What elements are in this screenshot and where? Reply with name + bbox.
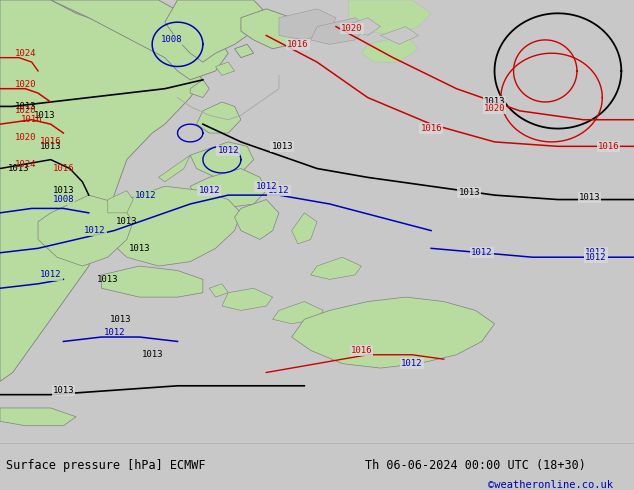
Polygon shape bbox=[108, 191, 133, 213]
Polygon shape bbox=[292, 213, 317, 244]
Text: 1008: 1008 bbox=[160, 35, 182, 45]
Text: 1020: 1020 bbox=[15, 106, 36, 115]
Text: 1012: 1012 bbox=[585, 253, 607, 262]
Text: 1013: 1013 bbox=[484, 98, 505, 106]
Text: 1020: 1020 bbox=[15, 133, 36, 142]
Text: 1012: 1012 bbox=[471, 248, 493, 257]
Polygon shape bbox=[0, 408, 76, 426]
Text: 1016: 1016 bbox=[420, 124, 442, 133]
Text: 1012: 1012 bbox=[84, 226, 106, 235]
Polygon shape bbox=[197, 102, 241, 133]
Polygon shape bbox=[216, 62, 235, 75]
Text: 1012: 1012 bbox=[103, 328, 125, 337]
Text: 1016: 1016 bbox=[21, 115, 42, 124]
Text: 1024: 1024 bbox=[15, 160, 36, 169]
Text: Th 06-06-2024 00:00 UTC (18+30): Th 06-06-2024 00:00 UTC (18+30) bbox=[365, 459, 585, 472]
Text: 1013: 1013 bbox=[141, 350, 163, 359]
Text: 1013: 1013 bbox=[579, 193, 600, 202]
Text: 1013: 1013 bbox=[34, 111, 55, 120]
Polygon shape bbox=[311, 18, 368, 44]
Polygon shape bbox=[108, 186, 241, 266]
Polygon shape bbox=[235, 199, 279, 240]
Text: 1013: 1013 bbox=[8, 164, 30, 173]
Polygon shape bbox=[361, 35, 418, 62]
Polygon shape bbox=[380, 26, 418, 44]
Text: 1013: 1013 bbox=[53, 186, 74, 195]
Text: 1012: 1012 bbox=[198, 186, 220, 195]
Text: 1013: 1013 bbox=[129, 244, 150, 253]
Text: 1016: 1016 bbox=[598, 142, 619, 151]
Text: 1012: 1012 bbox=[585, 248, 607, 257]
Text: 1016: 1016 bbox=[351, 346, 372, 355]
Text: 1013: 1013 bbox=[271, 142, 293, 151]
Text: Surface pressure [hPa] ECMWF: Surface pressure [hPa] ECMWF bbox=[6, 459, 206, 472]
Text: 1013: 1013 bbox=[116, 217, 138, 226]
Text: 1012: 1012 bbox=[256, 182, 277, 191]
Text: 1012: 1012 bbox=[401, 359, 423, 368]
Text: 1016: 1016 bbox=[53, 164, 74, 173]
Text: 1012: 1012 bbox=[217, 147, 239, 155]
Text: 1016: 1016 bbox=[287, 40, 309, 49]
Polygon shape bbox=[190, 169, 266, 208]
Text: 1008: 1008 bbox=[53, 195, 74, 204]
Text: ©weatheronline.co.uk: ©weatheronline.co.uk bbox=[488, 480, 613, 490]
Text: 1013: 1013 bbox=[40, 142, 61, 151]
Polygon shape bbox=[241, 9, 304, 49]
Text: 1012: 1012 bbox=[268, 186, 290, 195]
Polygon shape bbox=[342, 18, 380, 35]
Polygon shape bbox=[101, 266, 203, 297]
Polygon shape bbox=[273, 301, 323, 324]
Text: 1012: 1012 bbox=[40, 270, 61, 279]
Polygon shape bbox=[209, 284, 228, 297]
Text: 1013: 1013 bbox=[15, 102, 36, 111]
Polygon shape bbox=[292, 297, 495, 368]
Text: 1016: 1016 bbox=[40, 137, 61, 147]
Polygon shape bbox=[51, 0, 228, 80]
Polygon shape bbox=[311, 257, 361, 279]
Polygon shape bbox=[235, 44, 254, 58]
Text: 1020: 1020 bbox=[341, 24, 363, 33]
Text: 1013: 1013 bbox=[458, 188, 480, 197]
Text: 1020: 1020 bbox=[484, 104, 505, 113]
Polygon shape bbox=[190, 142, 254, 177]
Polygon shape bbox=[279, 9, 336, 40]
Polygon shape bbox=[349, 0, 431, 35]
Text: 1013: 1013 bbox=[53, 386, 74, 395]
Polygon shape bbox=[0, 0, 203, 381]
Polygon shape bbox=[38, 195, 133, 266]
Text: 1013: 1013 bbox=[110, 315, 131, 324]
Text: 1013: 1013 bbox=[97, 275, 119, 284]
Polygon shape bbox=[222, 288, 273, 311]
Polygon shape bbox=[165, 0, 266, 62]
Text: 1024: 1024 bbox=[15, 49, 36, 58]
Text: 1020: 1020 bbox=[15, 80, 36, 89]
Text: 1012: 1012 bbox=[135, 191, 157, 199]
Polygon shape bbox=[190, 80, 209, 98]
Polygon shape bbox=[158, 155, 190, 182]
